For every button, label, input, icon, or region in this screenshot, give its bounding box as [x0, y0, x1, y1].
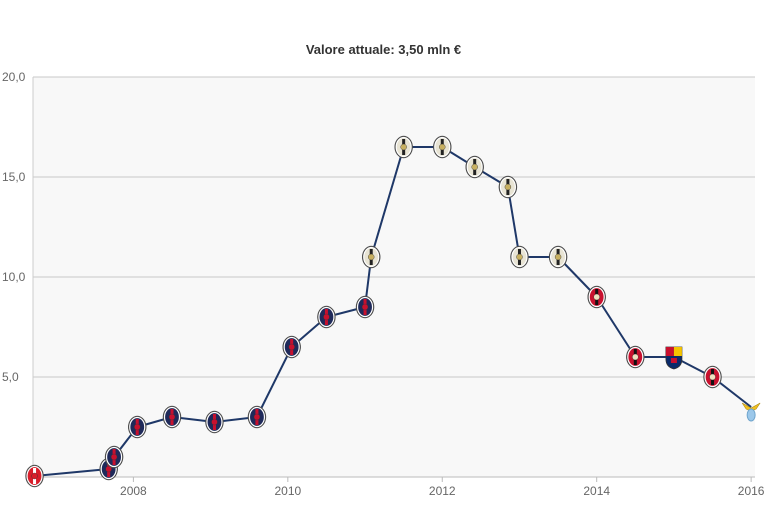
data-point-18-red-black-icon[interactable]	[626, 345, 645, 369]
y-tick-label-0: 5,0	[2, 370, 19, 384]
data-point-20-red-black-icon[interactable]	[703, 365, 722, 389]
x-tick-label-3: 2014	[583, 484, 610, 498]
data-point-5-blue-red-icon[interactable]	[205, 410, 224, 434]
data-point-19-red-blue-icon[interactable]	[665, 346, 683, 370]
data-point-13-black-white-icon[interactable]	[465, 155, 484, 179]
data-point-17-red-black-icon[interactable]	[587, 285, 606, 309]
y-tick-label-2: 15,0	[2, 170, 26, 184]
data-point-16-black-white-icon[interactable]	[548, 245, 568, 269]
data-point-3-blue-red-icon[interactable]	[127, 415, 147, 439]
data-point-7-blue-red-icon[interactable]	[282, 335, 301, 359]
data-point-15-black-white-icon[interactable]	[510, 245, 529, 269]
data-point-0-red-white-icon[interactable]	[25, 464, 44, 488]
data-point-2-blue-red-icon[interactable]	[104, 445, 124, 469]
x-tick-label-2: 2012	[429, 484, 456, 498]
data-point-21-eagle-icon[interactable]	[741, 402, 761, 422]
y-tick-label-3: 20,0	[2, 70, 26, 84]
y-tick-label-1: 10,0	[2, 270, 26, 284]
data-point-11-black-white-icon[interactable]	[394, 135, 413, 159]
chart-title: Valore attuale: 3,50 mln €	[305, 42, 462, 57]
market-value-line	[34, 146, 752, 477]
data-point-4-blue-red-icon[interactable]	[162, 405, 182, 429]
x-tick-label-4: 2016	[738, 484, 765, 498]
x-tick-label-1: 2010	[274, 484, 301, 498]
data-point-9-blue-red-icon[interactable]	[355, 295, 375, 319]
data-point-12-black-white-icon[interactable]	[433, 135, 452, 159]
data-point-14-black-white-icon[interactable]	[498, 175, 518, 199]
x-tick-label-0: 2008	[120, 484, 147, 498]
data-point-10-black-white-icon[interactable]	[361, 245, 381, 269]
data-point-6-blue-red-icon[interactable]	[247, 405, 267, 429]
data-point-8-blue-red-icon[interactable]	[317, 305, 336, 329]
